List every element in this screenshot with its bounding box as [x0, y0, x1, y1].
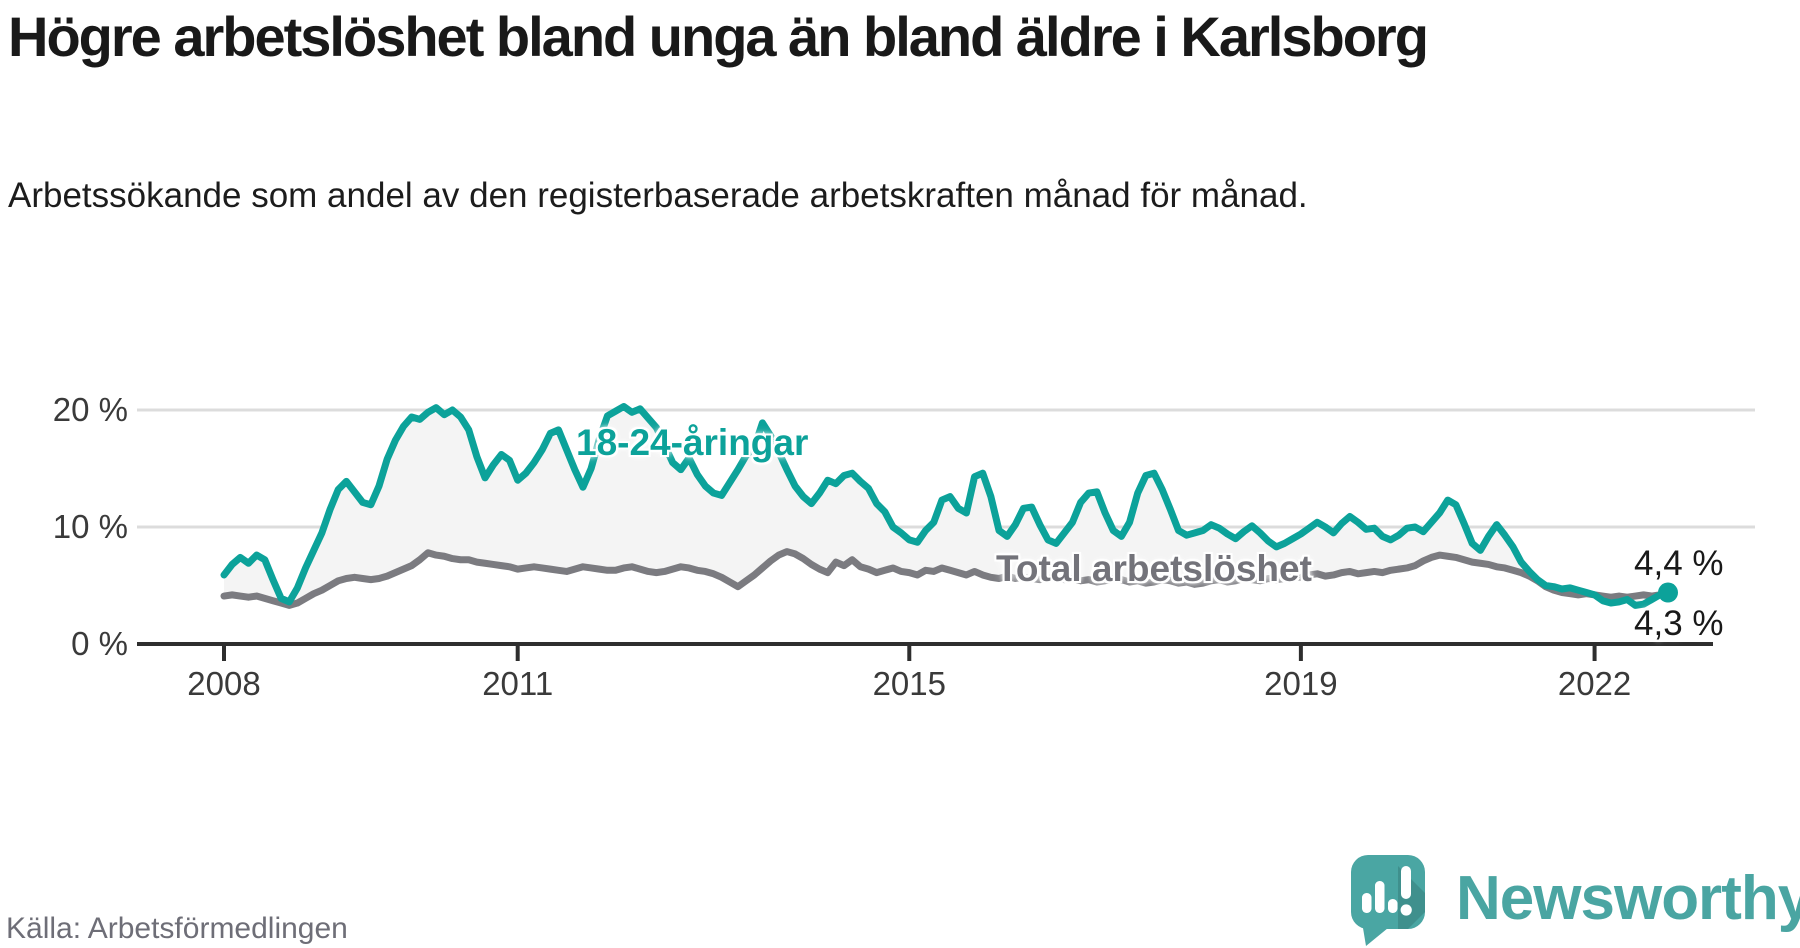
- x-axis-tick-label-2019: 2019: [1264, 665, 1338, 702]
- exclamation-dot: [1400, 904, 1412, 916]
- between-series-fill: [224, 406, 1668, 606]
- x-axis-tick-label-2015: 2015: [872, 665, 946, 702]
- end-value-total: 4,3 %: [1634, 604, 1724, 643]
- bar-chart-bar-2: [1375, 881, 1385, 913]
- source-note: Källa: Arbetsförmedlingen: [6, 912, 348, 945]
- y-axis-tick-label-0: 0 %: [71, 625, 128, 662]
- bar-chart-bar-3: [1388, 899, 1398, 913]
- newsworthy-wordmark: Newsworthy: [1456, 864, 1800, 933]
- newsworthy-logo-icon: [1351, 855, 1425, 946]
- y-axis-tick-label-20: 20 %: [52, 391, 128, 428]
- exclamation-bar: [1401, 866, 1411, 899]
- series-label-total: Total arbetslöshet: [996, 548, 1312, 589]
- bar-chart-bar-1: [1362, 893, 1372, 913]
- end-value-youth: 4,4 %: [1634, 544, 1724, 583]
- x-axis-tick-label-2011: 2011: [482, 665, 554, 702]
- total-unemployment-line: [220, 548, 1672, 609]
- youth-end-dot: [1658, 582, 1678, 603]
- youth-unemployment-line: [220, 402, 1672, 609]
- series-label-youth: 18-24-åringar: [576, 422, 809, 463]
- x-axis-tick-label-2022: 2022: [1557, 665, 1632, 702]
- newsworthy-logo: Newsworthy: [1350, 854, 1800, 948]
- x-axis-tick-label-2008: 2008: [187, 665, 261, 702]
- y-axis-tick-label-10: 10 %: [52, 508, 128, 545]
- page-title: Högre arbetslöshet bland unga än bland ä…: [8, 5, 1429, 68]
- page-subtitle: Arbetssökande som andel av den registerb…: [8, 176, 1308, 215]
